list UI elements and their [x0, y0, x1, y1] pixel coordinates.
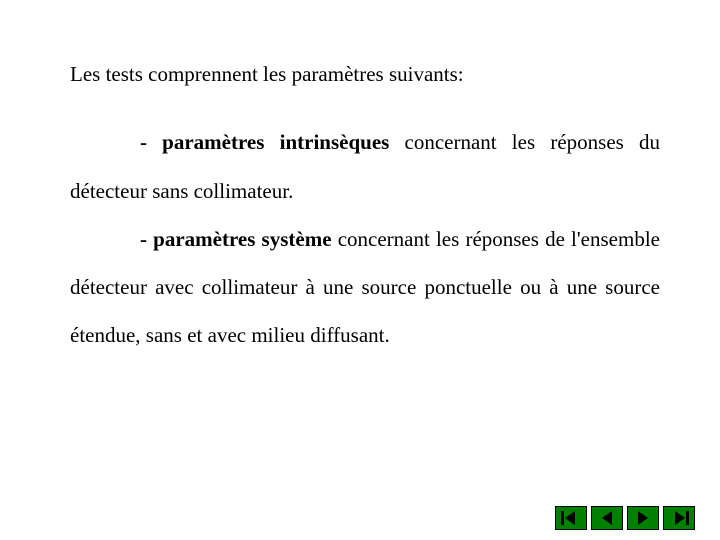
nav-next-button[interactable]: [627, 506, 659, 530]
p1-bold: - paramètres intrinsèques: [140, 130, 389, 154]
p2-bold: - paramètres système: [140, 227, 332, 251]
nav-last-button[interactable]: [663, 506, 695, 530]
nav-bar: [555, 506, 695, 530]
first-icon: [561, 511, 581, 525]
nav-prev-button[interactable]: [591, 506, 623, 530]
nav-first-button[interactable]: [555, 506, 587, 530]
document-body: Les tests comprennent les paramètres sui…: [70, 50, 660, 360]
intro-line: Les tests comprennent les paramètres sui…: [70, 50, 660, 98]
next-icon: [633, 511, 653, 525]
prev-icon: [597, 511, 617, 525]
last-icon: [669, 511, 689, 525]
paragraph-2: - paramètres système concernant les répo…: [70, 215, 660, 360]
paragraph-1: - paramètres intrinsèques concernant les…: [70, 118, 660, 215]
